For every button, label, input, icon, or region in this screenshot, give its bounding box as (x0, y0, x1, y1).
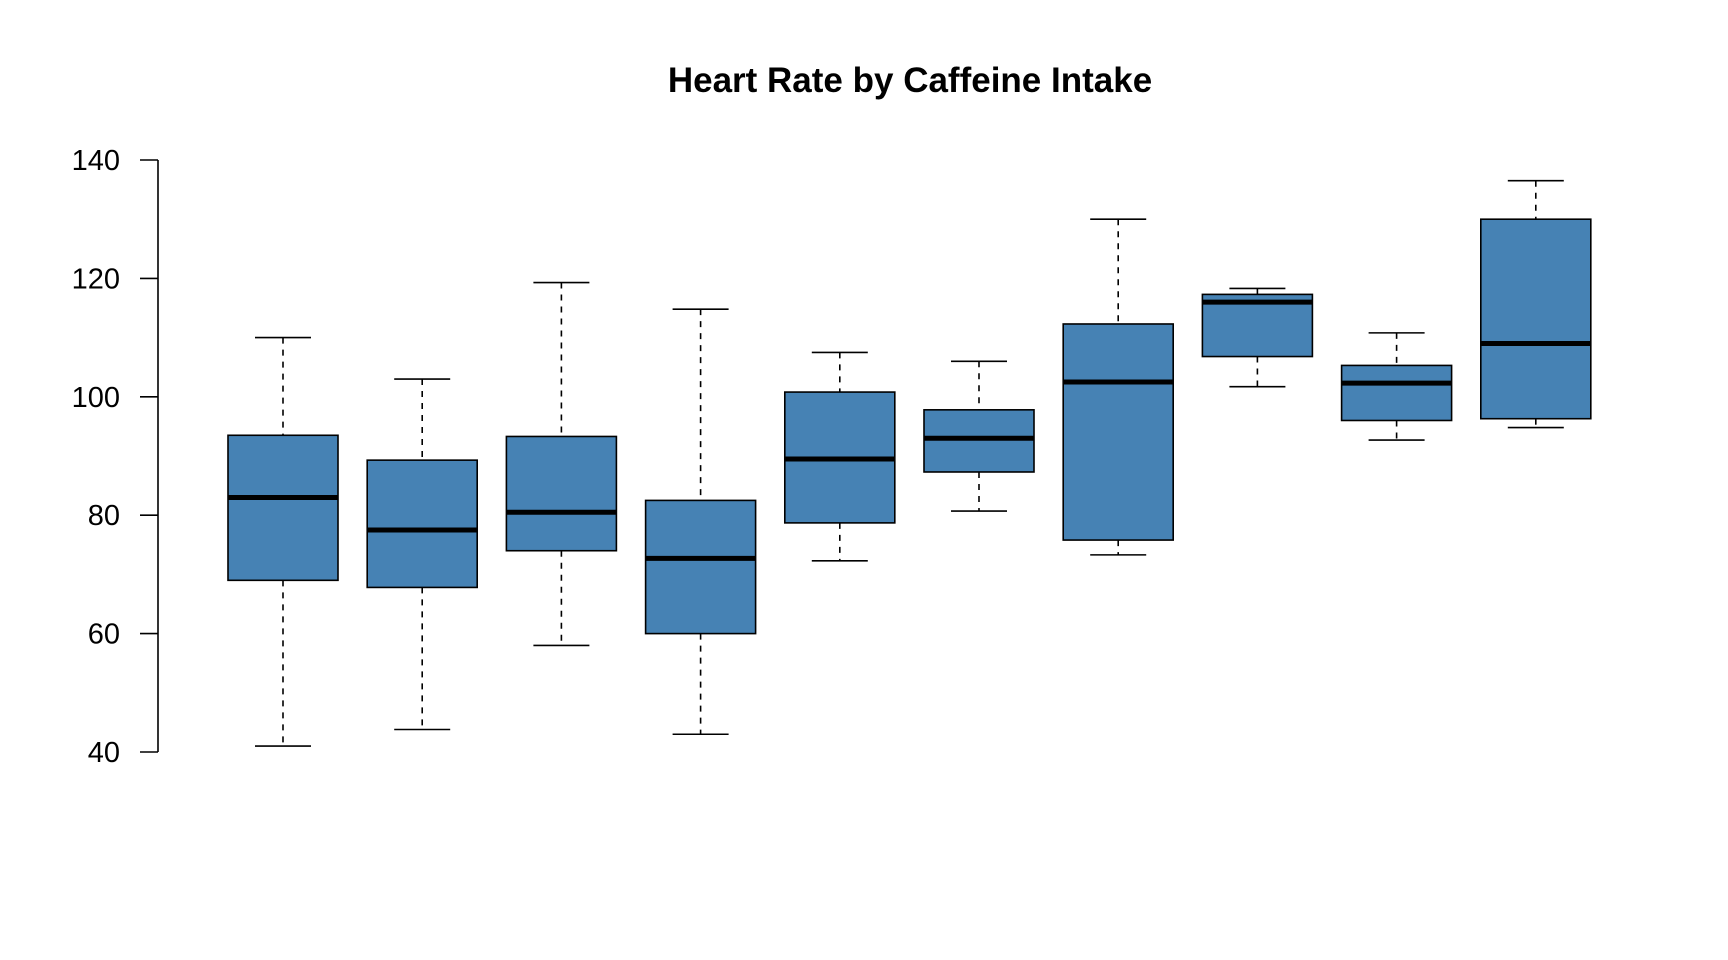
iqr-box (227, 434, 339, 582)
y-tick-label: 140 (72, 145, 120, 177)
iqr-box (923, 409, 1035, 473)
boxes (227, 179, 1592, 747)
box-9 (1340, 332, 1453, 441)
chart-title: Heart Rate by Caffeine Intake (668, 61, 1152, 100)
iqr-box (644, 499, 757, 635)
iqr-box (505, 435, 618, 552)
y-tick-label: 120 (72, 263, 120, 295)
y-tick-label: 40 (88, 737, 120, 769)
box-3 (505, 281, 618, 647)
y-tick-label: 100 (72, 382, 120, 414)
iqr-box (1480, 218, 1592, 420)
iqr-box (1201, 293, 1314, 358)
y-tick-label: 60 (88, 619, 120, 651)
box-2 (366, 378, 479, 731)
box-7 (1062, 218, 1174, 556)
box-10 (1480, 179, 1592, 429)
box-1 (227, 336, 339, 747)
iqr-box (1340, 364, 1453, 422)
box-6 (923, 360, 1035, 512)
iqr-box (1062, 323, 1174, 541)
y-tick-label: 80 (88, 500, 120, 532)
box-5 (783, 351, 896, 562)
iqr-box (366, 459, 479, 589)
y-axis: 40 60 80 100 120 140 (72, 145, 159, 769)
box-8 (1201, 287, 1314, 388)
box-4 (644, 308, 757, 736)
